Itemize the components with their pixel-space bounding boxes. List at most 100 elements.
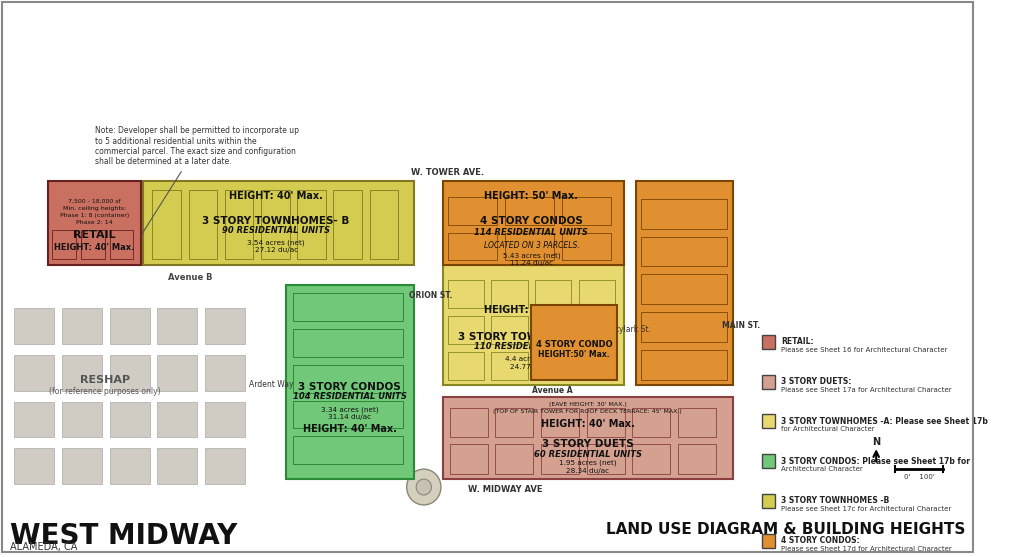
Bar [447, 197, 497, 224]
Bar [633, 408, 671, 437]
Text: Please see Sheet 17d for Architectural Character: Please see Sheet 17d for Architectural C… [781, 546, 951, 551]
Bar [762, 335, 775, 349]
Text: 3 STORY TOWNHOMES- B: 3 STORY TOWNHOMES- B [203, 216, 350, 226]
Bar [536, 352, 571, 380]
Polygon shape [257, 275, 286, 499]
Text: 3 STORY CONDOS: Please see Sheet 17b for: 3 STORY CONDOS: Please see Sheet 17b for [781, 457, 970, 466]
Text: 3 STORY TOWNHOMES -A: Please see Sheet 17b: 3 STORY TOWNHOMES -A: Please see Sheet 1… [781, 417, 988, 426]
Text: 5.43 acres (net): 5.43 acres (net) [503, 252, 560, 258]
Text: 11.24 du/ac: 11.24 du/ac [510, 261, 553, 266]
Text: HEIGHT: 50' Max.: HEIGHT: 50' Max. [484, 191, 579, 201]
Text: HEIGHT: 40' Max.: HEIGHT: 40' Max. [302, 424, 396, 434]
Text: 90 RESIDENTIAL UNITS: 90 RESIDENTIAL UNITS [222, 226, 330, 235]
Text: 3 STORY TOWNHOMES -B: 3 STORY TOWNHOMES -B [781, 496, 889, 505]
Polygon shape [5, 136, 742, 519]
Bar [293, 329, 402, 357]
Bar [14, 355, 54, 390]
Bar [762, 414, 775, 428]
Bar [14, 402, 54, 437]
Text: Avenue A: Avenue A [532, 386, 572, 395]
Bar [157, 308, 198, 344]
Bar [293, 365, 402, 393]
Text: Phase 1: 8 (container): Phase 1: 8 (container) [59, 213, 129, 218]
Bar [297, 190, 326, 260]
Text: 3 STORY TOWNHOMES- A: 3 STORY TOWNHOMES- A [458, 332, 605, 342]
Text: WEST MIDWAY: WEST MIDWAY [9, 522, 237, 550]
Text: RESHAP: RESHAP [80, 375, 130, 385]
Bar [450, 408, 487, 437]
Polygon shape [636, 181, 733, 385]
Bar [762, 455, 775, 468]
Text: Skylark St.: Skylark St. [610, 325, 651, 335]
Bar [61, 355, 102, 390]
Text: (for reference purposes only): (for reference purposes only) [49, 387, 161, 396]
Bar [562, 233, 611, 261]
Bar [762, 534, 775, 548]
Bar [205, 308, 245, 344]
Bar [447, 316, 483, 344]
Text: Architectural Character: Architectural Character [781, 466, 862, 472]
Bar [678, 408, 716, 437]
Text: HEIGHT: 40' Max.: HEIGHT: 40' Max. [541, 419, 635, 429]
Text: 4 STORY CONDO: 4 STORY CONDO [536, 340, 612, 349]
Bar [370, 190, 398, 260]
Bar [153, 190, 181, 260]
Text: RETAIL:: RETAIL: [781, 338, 813, 346]
Bar [641, 312, 727, 342]
Text: 4.4 acres (net): 4.4 acres (net) [505, 355, 558, 362]
Bar [492, 316, 527, 344]
Text: for Architectural Character: for Architectural Character [781, 427, 874, 432]
Text: Min. ceiling heights:: Min. ceiling heights: [62, 206, 126, 211]
Text: 114 RESIDENTIAL UNITS: 114 RESIDENTIAL UNITS [474, 228, 589, 237]
Bar [81, 229, 104, 260]
Text: 110 RESIDENTIAL UNITS: 110 RESIDENTIAL UNITS [474, 343, 589, 351]
Bar [110, 308, 150, 344]
Bar [587, 408, 625, 437]
Text: HEIGHT: 40' Max.: HEIGHT: 40' Max. [484, 305, 579, 315]
Bar [205, 355, 245, 390]
Bar [492, 280, 527, 308]
Polygon shape [442, 265, 624, 385]
Text: 3 STORY DUETS:: 3 STORY DUETS: [781, 377, 851, 386]
Text: 3.34 acres (net): 3.34 acres (net) [321, 406, 378, 413]
Bar [587, 444, 625, 474]
Text: 104 RESIDENTIAL UNITS: 104 RESIDENTIAL UNITS [293, 392, 407, 401]
Bar [762, 375, 775, 389]
Bar [541, 444, 579, 474]
Bar [579, 352, 615, 380]
Text: 60 RESIDENTIAL UNITS: 60 RESIDENTIAL UNITS [534, 449, 642, 459]
Text: W. MIDWAY AVE: W. MIDWAY AVE [468, 485, 542, 494]
Text: 3 STORY CONDOS: 3 STORY CONDOS [298, 382, 400, 392]
Text: ORION ST.: ORION ST. [409, 291, 453, 300]
Circle shape [407, 469, 441, 505]
Bar [157, 448, 198, 484]
Text: HEIGHT: 40' Max.: HEIGHT: 40' Max. [229, 191, 324, 201]
Bar [492, 352, 527, 380]
Text: Phase 2: 14: Phase 2: 14 [76, 220, 113, 225]
Polygon shape [438, 385, 733, 397]
Polygon shape [624, 265, 636, 394]
Text: Please see Sheet 17a for Architectural Character: Please see Sheet 17a for Architectural C… [781, 387, 951, 393]
Bar [562, 197, 611, 224]
Bar [633, 444, 671, 474]
Text: 31.14 du/ac: 31.14 du/ac [328, 414, 371, 421]
Bar [450, 444, 487, 474]
Bar [261, 190, 290, 260]
Text: LOCATED ON 3 PARCELS.: LOCATED ON 3 PARCELS. [483, 241, 580, 250]
Bar [641, 237, 727, 266]
Text: Avenue B: Avenue B [168, 273, 213, 282]
Bar [496, 444, 534, 474]
Text: N: N [872, 437, 881, 447]
Polygon shape [415, 136, 442, 479]
Bar [641, 275, 727, 304]
Bar [205, 402, 245, 437]
Bar [14, 308, 54, 344]
Text: 3 STORY DUETS: 3 STORY DUETS [542, 439, 634, 449]
Polygon shape [48, 181, 141, 265]
Bar [762, 494, 775, 508]
Bar [505, 197, 554, 224]
Polygon shape [442, 181, 624, 265]
Bar [536, 280, 571, 308]
Bar [447, 352, 483, 380]
Bar [678, 444, 716, 474]
